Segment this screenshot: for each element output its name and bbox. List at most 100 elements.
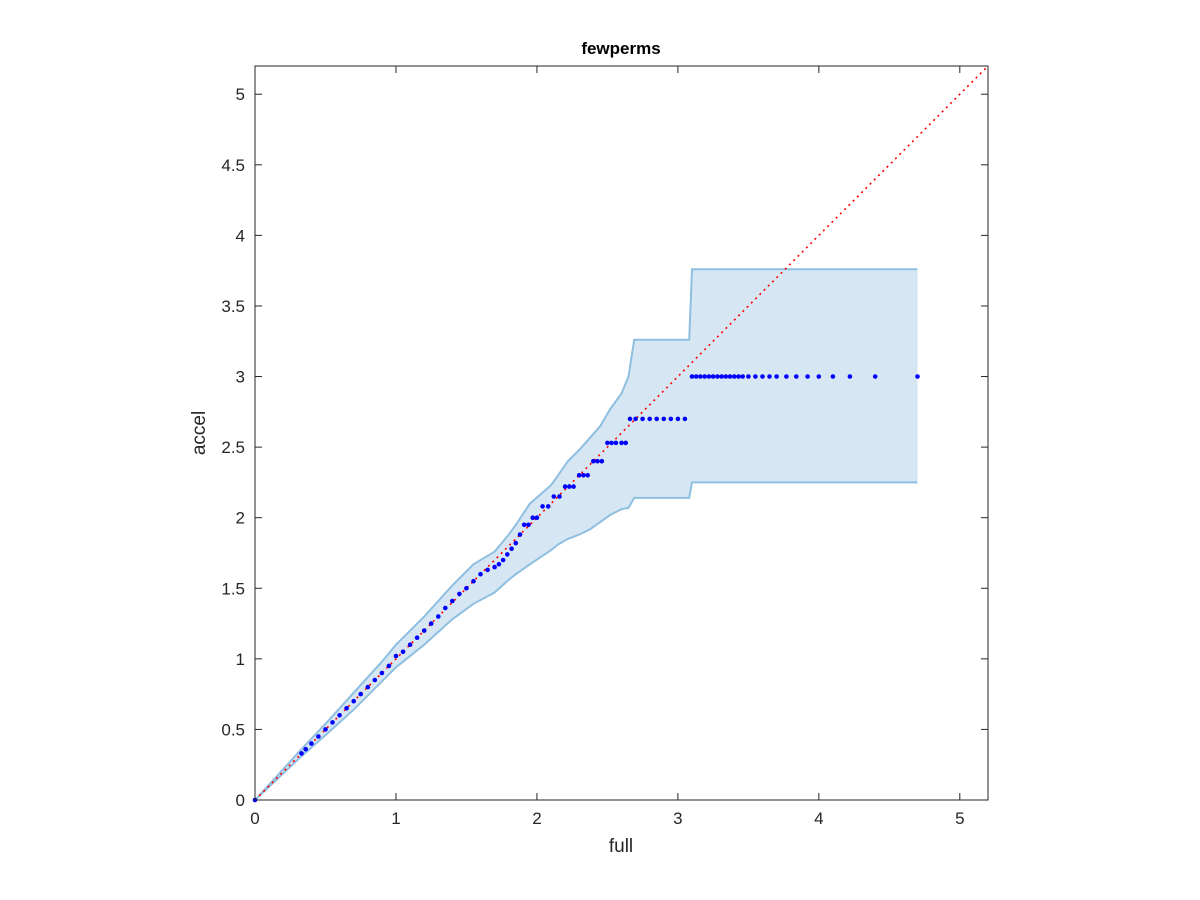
data-point xyxy=(496,562,502,567)
data-point xyxy=(567,484,572,489)
axis-ticks: 0 1 2 3 4 5 0 0.5 1 1.5 2 2.5 3 3.5 4 4.5 5 xyxy=(221,66,988,828)
data-point xyxy=(309,741,314,746)
data-point xyxy=(400,649,406,655)
y-tick-label: 2 xyxy=(236,509,245,528)
data-point xyxy=(915,374,920,379)
data-point xyxy=(830,374,836,379)
data-point xyxy=(581,473,586,478)
data-point xyxy=(386,663,392,669)
data-point xyxy=(609,440,614,446)
data-point xyxy=(421,628,427,633)
data-point xyxy=(303,746,309,752)
data-point xyxy=(436,614,441,619)
data-point xyxy=(337,713,342,718)
x-tick-label: 2 xyxy=(532,809,541,828)
data-point xyxy=(393,653,399,659)
data-point xyxy=(372,677,378,683)
band-upper-edge xyxy=(254,268,918,801)
data-point xyxy=(613,440,619,446)
data-point xyxy=(710,374,716,379)
data-point xyxy=(723,374,729,379)
data-point xyxy=(794,374,799,379)
data-point xyxy=(668,416,674,422)
data-point xyxy=(816,374,822,379)
data-point xyxy=(595,458,600,464)
data-point xyxy=(330,720,335,725)
data-point xyxy=(358,691,364,697)
y-tick-label: 0.5 xyxy=(221,720,245,739)
data-point xyxy=(732,374,737,379)
data-point xyxy=(500,557,506,563)
data-point xyxy=(505,552,510,557)
y-tick-label: 1.5 xyxy=(221,579,245,598)
x-tick-label: 1 xyxy=(391,809,400,828)
confidence-band xyxy=(255,269,918,800)
data-point xyxy=(719,374,724,379)
data-point xyxy=(562,484,568,489)
data-point xyxy=(585,473,590,478)
y-tick-label: 0 xyxy=(236,791,245,810)
data-point xyxy=(698,374,703,379)
data-point xyxy=(727,374,733,379)
data-point xyxy=(633,416,638,422)
data-point xyxy=(407,642,413,647)
reference-line xyxy=(254,65,989,801)
data-point xyxy=(414,635,420,640)
y-tick-label: 2.5 xyxy=(221,438,245,457)
data-point xyxy=(450,598,455,604)
data-point xyxy=(530,515,535,520)
y-tick-label: 3 xyxy=(236,368,245,387)
data-point xyxy=(323,727,328,732)
data-point xyxy=(623,440,628,446)
y-axis-label: accel xyxy=(189,411,210,455)
data-point xyxy=(872,374,878,379)
data-point xyxy=(443,605,448,611)
y-tick-label: 4.5 xyxy=(221,156,245,175)
data-point xyxy=(706,374,712,379)
data-point xyxy=(299,751,304,756)
data-point xyxy=(619,440,624,446)
data-point xyxy=(693,374,699,379)
data-point xyxy=(485,567,490,573)
plot-area xyxy=(252,65,989,803)
data-point xyxy=(551,494,557,499)
band-lower-edge xyxy=(254,481,918,801)
chart-title: fewperms xyxy=(581,39,660,58)
data-point xyxy=(464,586,469,591)
data-point xyxy=(847,374,853,379)
data-point xyxy=(774,374,779,379)
data-point xyxy=(760,374,765,379)
data-point xyxy=(627,416,633,422)
data-point xyxy=(753,374,758,379)
data-point xyxy=(740,374,745,379)
data-point xyxy=(478,571,483,577)
data-point xyxy=(605,440,610,446)
data-point xyxy=(344,706,349,711)
data-point xyxy=(540,504,545,509)
data-point xyxy=(457,591,462,597)
data-point xyxy=(689,374,695,379)
y-tick-label: 5 xyxy=(236,85,245,104)
data-point xyxy=(675,416,681,422)
data-point xyxy=(509,546,514,551)
axes-box xyxy=(254,65,989,801)
x-axis-label: full xyxy=(609,836,633,857)
data-point xyxy=(517,532,523,537)
data-point xyxy=(736,374,741,379)
data-point xyxy=(767,374,772,379)
data-point xyxy=(746,374,751,379)
data-point xyxy=(471,578,476,584)
data-point xyxy=(521,522,527,528)
x-tick-label: 3 xyxy=(673,809,682,828)
data-point xyxy=(557,494,562,499)
y-tick-label: 1 xyxy=(236,650,245,669)
data-point xyxy=(571,484,576,489)
data-point xyxy=(492,564,497,570)
data-point xyxy=(591,458,596,464)
data-point xyxy=(316,734,321,739)
data-point xyxy=(534,515,540,520)
data-point xyxy=(640,416,645,422)
data-point xyxy=(654,416,659,422)
data-point xyxy=(599,458,605,464)
